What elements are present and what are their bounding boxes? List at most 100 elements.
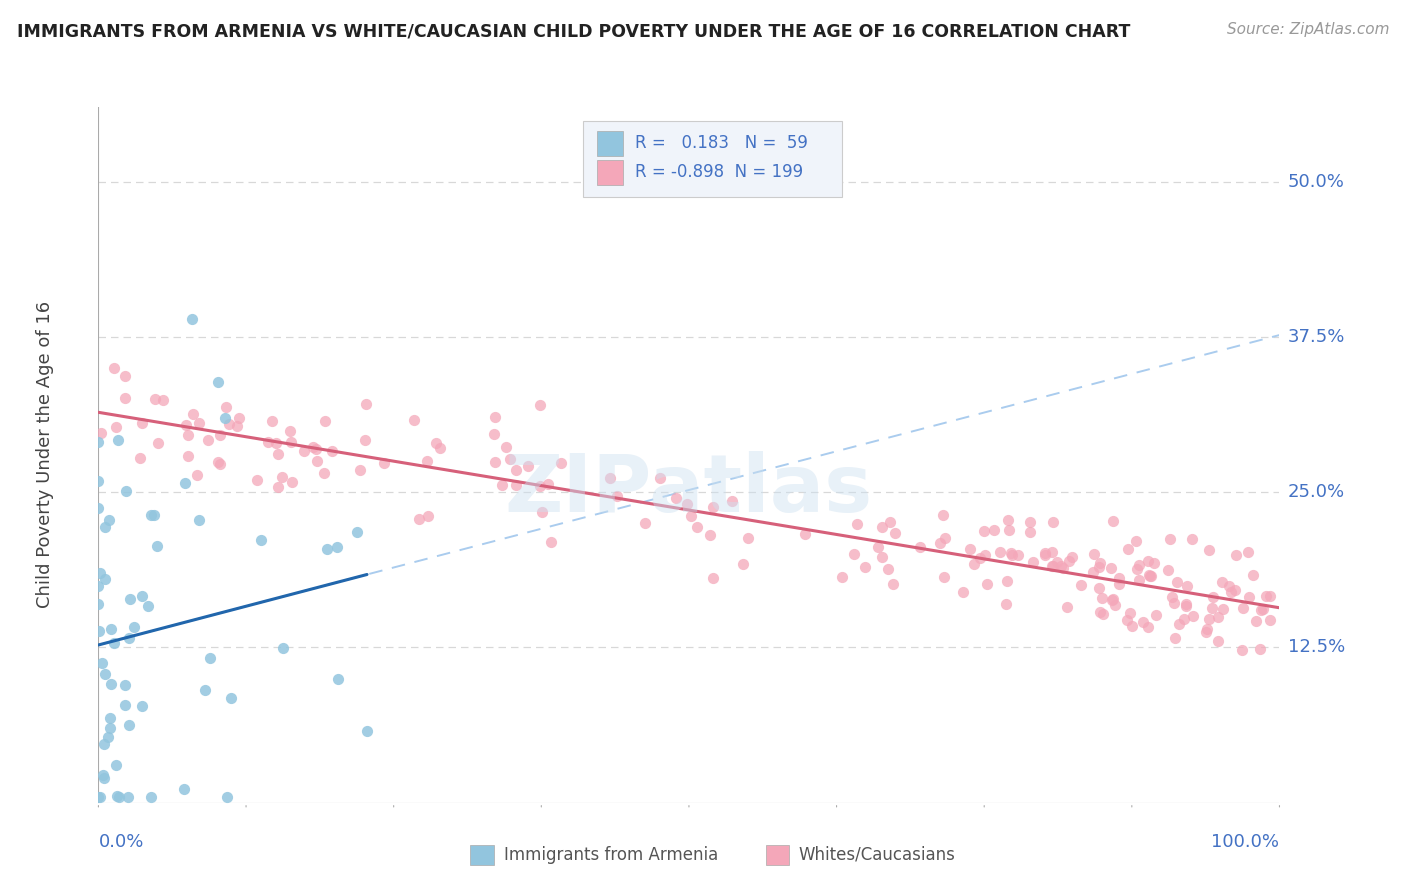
Point: [1182, 609, 1205, 624]
Point: [681, 508, 703, 523]
Text: Source: ZipAtlas.com: Source: ZipAtlas.com: [1226, 22, 1389, 37]
Point: [1206, 610, 1229, 624]
Point: [1046, 555, 1069, 569]
Point: [315, 541, 337, 556]
Point: [550, 456, 572, 470]
Point: [143, 508, 166, 523]
Point: [1258, 613, 1281, 627]
Point: [354, 397, 377, 411]
Point: [94, 572, 117, 586]
Point: [214, 410, 236, 425]
Point: [93, 737, 115, 751]
Point: [354, 434, 377, 448]
Text: ZIPatlas: ZIPatlas: [505, 450, 873, 529]
Point: [1052, 561, 1074, 575]
Point: [98, 722, 121, 736]
Point: [1001, 548, 1024, 562]
Point: [1139, 568, 1161, 582]
Text: 100.0%: 100.0%: [1212, 833, 1279, 851]
Point: [176, 449, 198, 463]
Point: [537, 476, 560, 491]
Point: [416, 508, 439, 523]
Point: [1211, 574, 1233, 589]
Point: [103, 361, 125, 376]
Point: [1198, 612, 1220, 626]
Point: [686, 520, 709, 534]
Point: [349, 463, 371, 477]
Point: [100, 676, 122, 690]
Point: [794, 527, 817, 541]
Point: [90, 426, 112, 441]
Point: [356, 724, 378, 739]
Point: [1164, 631, 1187, 645]
Point: [1035, 549, 1057, 563]
Point: [1232, 601, 1254, 615]
Point: [1118, 606, 1140, 620]
Point: [932, 570, 955, 584]
Text: 12.5%: 12.5%: [1288, 639, 1346, 657]
Point: [207, 375, 229, 389]
Point: [1121, 619, 1143, 633]
Text: 50.0%: 50.0%: [1288, 172, 1344, 191]
Point: [1019, 524, 1042, 539]
Point: [1128, 558, 1150, 573]
Point: [117, 789, 139, 804]
Point: [208, 427, 231, 442]
Point: [540, 535, 562, 549]
Point: [87, 624, 110, 639]
Point: [429, 441, 451, 455]
Point: [1088, 560, 1111, 574]
Point: [143, 392, 166, 406]
Point: [1090, 605, 1112, 619]
Bar: [596, 131, 623, 156]
Point: [114, 483, 136, 498]
Point: [974, 548, 997, 562]
Text: 25.0%: 25.0%: [1288, 483, 1346, 501]
Point: [271, 469, 294, 483]
Point: [200, 651, 222, 665]
Point: [529, 398, 551, 412]
Point: [702, 500, 724, 515]
Point: [145, 539, 167, 553]
Bar: [471, 846, 494, 864]
Point: [114, 698, 136, 712]
Point: [139, 789, 162, 804]
Point: [870, 520, 893, 534]
Point: [876, 562, 898, 576]
Point: [100, 622, 122, 636]
Point: [416, 453, 439, 467]
Point: [1128, 573, 1150, 587]
Point: [1167, 617, 1189, 632]
Point: [1246, 615, 1268, 629]
Point: [959, 541, 981, 556]
Point: [529, 479, 551, 493]
Point: [1108, 571, 1130, 585]
Point: [1249, 641, 1271, 656]
Point: [118, 592, 141, 607]
Point: [98, 711, 121, 725]
Point: [1254, 589, 1277, 603]
Point: [491, 478, 513, 492]
Point: [1163, 596, 1185, 610]
Point: [292, 444, 315, 458]
Point: [648, 470, 671, 484]
Text: Child Poverty Under the Age of 16: Child Poverty Under the Age of 16: [37, 301, 55, 608]
Point: [114, 392, 136, 406]
Point: [1022, 555, 1045, 569]
Point: [1194, 624, 1216, 639]
Point: [1040, 545, 1063, 559]
Point: [250, 533, 273, 548]
Point: [1175, 579, 1198, 593]
Point: [114, 368, 136, 383]
Point: [87, 475, 110, 489]
Point: [1104, 599, 1126, 613]
Point: [326, 541, 349, 555]
Point: [114, 678, 136, 692]
Point: [1092, 607, 1115, 621]
Point: [1102, 514, 1125, 528]
Point: [228, 410, 250, 425]
Point: [1019, 515, 1042, 529]
Text: R =   0.183   N =  59: R = 0.183 N = 59: [634, 134, 807, 153]
Text: IMMIGRANTS FROM ARMENIA VS WHITE/CAUCASIAN CHILD POVERTY UNDER THE AGE OF 16 COR: IMMIGRANTS FROM ARMENIA VS WHITE/CAUCASI…: [17, 22, 1130, 40]
Point: [1230, 643, 1253, 657]
